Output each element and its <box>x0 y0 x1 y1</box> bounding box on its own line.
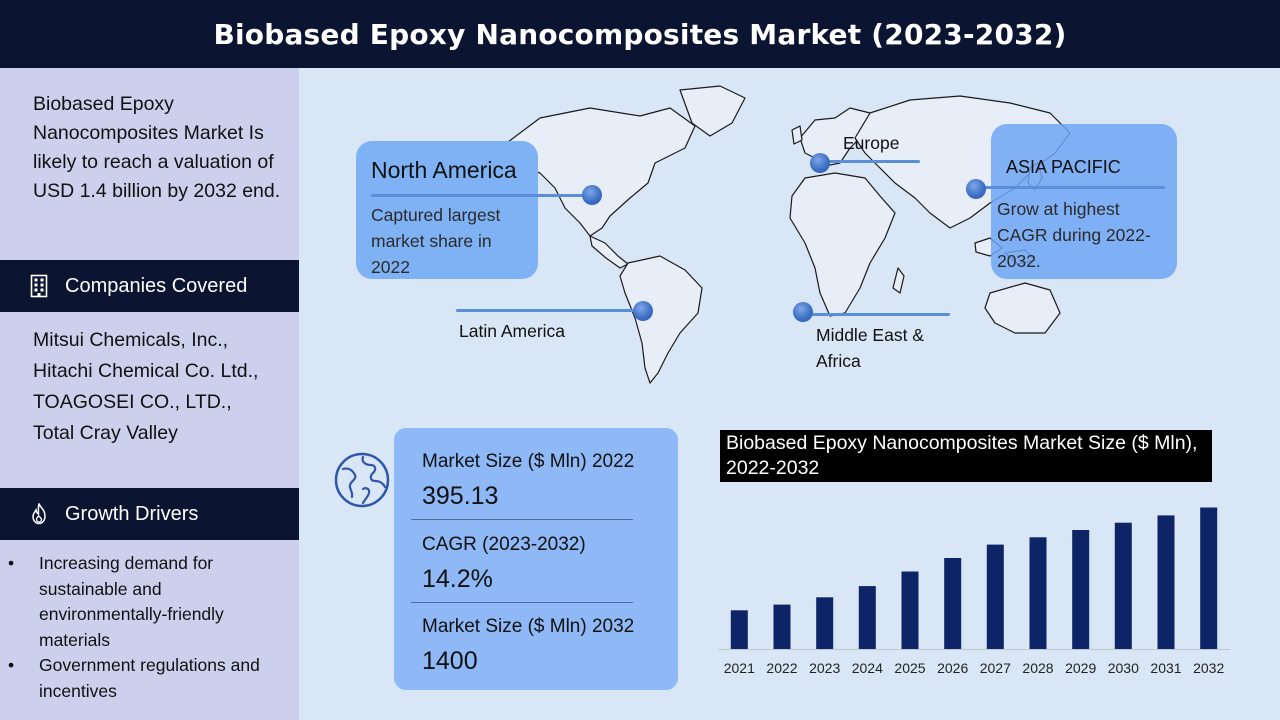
market-size-2022-label: Market Size ($ Mln) 2022 <box>422 451 635 472</box>
north-america-title: North America <box>371 157 517 183</box>
stats-divider <box>411 519 633 520</box>
market-size-2022-value: 395.13 <box>422 482 499 510</box>
north-america-box <box>356 141 538 279</box>
bar-2021 <box>730 610 748 649</box>
madagascar-shape <box>892 267 905 294</box>
africa-shape <box>789 172 896 317</box>
asia-pacific-box <box>991 124 1177 279</box>
bar-2030 <box>1114 522 1132 649</box>
australia-shape <box>984 282 1061 334</box>
bar-2022 <box>773 604 791 649</box>
north-america-shape <box>499 107 696 237</box>
x-tick-label: 2031 <box>1150 660 1181 676</box>
central-america-shape <box>589 235 629 269</box>
asia-pacific-title: ASIA PACIFIC <box>1006 157 1121 177</box>
latin-america-label: Latin America <box>459 321 566 341</box>
europe-label: Europe <box>843 133 900 153</box>
left-panel: Biobased Epoxy Nanocomposites Market Is … <box>0 68 299 720</box>
asia-pacific-desc: Grow at highest CAGR during 2022-2032. <box>997 199 1151 271</box>
drivers-header: Growth Drivers <box>0 488 299 540</box>
companies-header: Companies Covered <box>0 260 299 312</box>
drivers-list: Increasing demand for sustainable and en… <box>8 551 293 704</box>
cagr-value: 14.2% <box>422 565 493 593</box>
mea-line <box>800 313 950 316</box>
bar-chart: 2021 2022 2023 2024 2025 2026 2027 2028 2029 2030… <box>718 507 1230 676</box>
europe-marker <box>810 153 830 173</box>
companies-text: Mitsui Chemicals, Inc., Hitachi Chemical… <box>33 329 259 444</box>
x-tick-label: 2027 <box>980 660 1011 676</box>
x-tick-label: 2028 <box>1022 660 1053 676</box>
north-america-marker <box>582 185 602 205</box>
x-tick-label: 2025 <box>894 660 925 676</box>
intro-text: Biobased Epoxy Nanocomposites Market Is … <box>33 93 281 202</box>
bar-2031 <box>1157 515 1175 649</box>
bar-2029 <box>1072 530 1090 649</box>
title-bar: Biobased Epoxy Nanocomposites Market (20… <box>0 0 1280 68</box>
stats-divider <box>411 602 633 603</box>
uk-shape <box>791 125 803 145</box>
north-america-desc: Captured largest market share in 2022 <box>371 205 501 277</box>
latin-america-marker <box>633 301 653 321</box>
bar-2032 <box>1200 507 1218 649</box>
x-tick-label: 2029 <box>1065 660 1096 676</box>
x-tick-label: 2030 <box>1108 660 1139 676</box>
mea-label: Middle East & Africa <box>816 325 924 371</box>
market-size-2032-label: Market Size ($ Mln) 2032 <box>422 616 635 637</box>
chart-title: Biobased Epoxy Nanocomposites Market Siz… <box>720 430 1212 482</box>
page-title: Biobased Epoxy Nanocomposites Market (20… <box>213 17 1067 51</box>
x-tick-label: 2024 <box>852 660 883 676</box>
x-tick-label: 2022 <box>766 660 797 676</box>
latin-america-line <box>456 309 644 312</box>
south-america-shape <box>619 255 703 384</box>
bar-2027 <box>986 544 1004 649</box>
mea-marker <box>793 302 813 322</box>
companies-header-label: Companies Covered <box>65 274 248 297</box>
bar-2025 <box>901 571 919 649</box>
north-america-line <box>371 194 593 197</box>
asia-pacific-line <box>975 186 1165 189</box>
list-item: Government regulations and incentives <box>8 653 293 704</box>
bar-2028 <box>1029 537 1047 649</box>
x-tick-label: 2023 <box>809 660 840 676</box>
market-size-2032-value: 1400 <box>422 647 478 675</box>
cagr-label: CAGR (2023-2032) <box>422 534 586 555</box>
stats-box <box>394 428 678 690</box>
bar-2023 <box>816 597 834 649</box>
greenland-shape <box>679 85 746 137</box>
list-item: Increasing demand for sustainable and en… <box>8 551 293 653</box>
drivers-header-label: Growth Drivers <box>65 502 199 525</box>
flame-icon <box>29 502 49 526</box>
bar-2026 <box>944 558 962 649</box>
globe-icon <box>334 452 390 508</box>
asia-pacific-marker <box>966 179 986 199</box>
x-tick-label: 2021 <box>724 660 755 676</box>
europe-line <box>820 160 920 163</box>
building-icon <box>29 274 49 298</box>
x-tick-label: 2026 <box>937 660 968 676</box>
x-tick-label: 2032 <box>1193 660 1224 676</box>
bar-2024 <box>858 586 876 649</box>
